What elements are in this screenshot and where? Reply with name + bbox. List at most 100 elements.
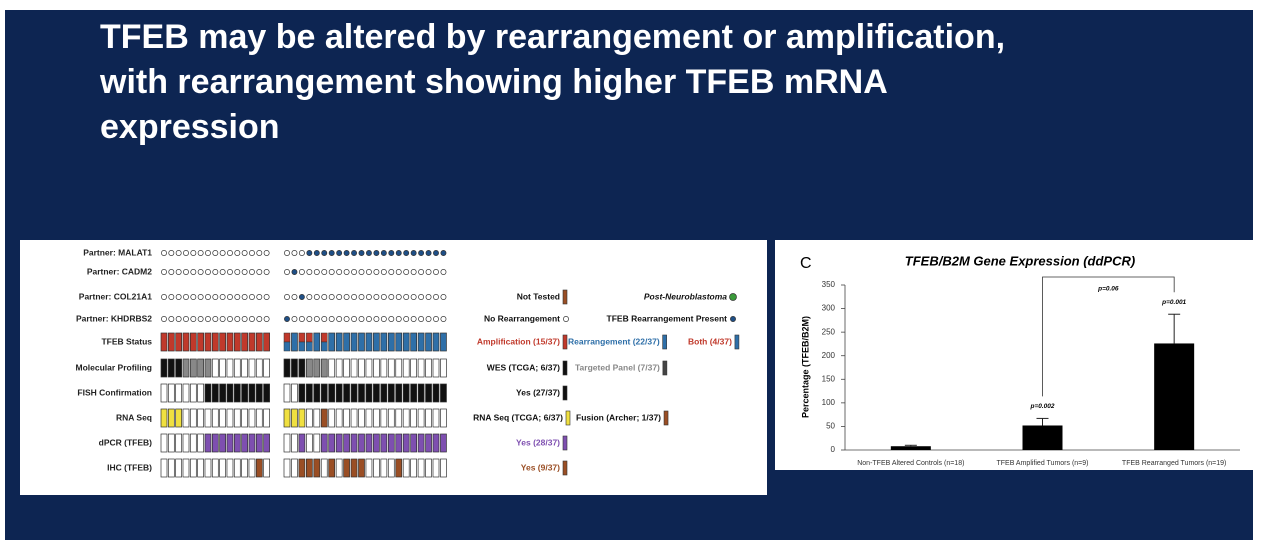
status-cell [167, 358, 175, 378]
status-cell [425, 458, 432, 478]
status-dot [306, 294, 313, 300]
status-dot [183, 269, 189, 275]
status-cell [328, 433, 336, 453]
status-cell [219, 458, 226, 478]
status-dot [183, 250, 189, 256]
status-dot [227, 269, 233, 275]
status-dot [234, 269, 241, 275]
status-dot [183, 316, 189, 322]
status-dot [425, 316, 432, 322]
status-cell [306, 458, 313, 478]
status-cell [167, 458, 175, 478]
status-cell [182, 458, 190, 478]
status-cell [160, 458, 168, 478]
status-cell [248, 433, 256, 453]
status-dot [418, 269, 425, 275]
status-dot [298, 294, 305, 300]
status-dot [410, 250, 417, 256]
status-dot [227, 250, 233, 256]
status-dot [241, 269, 248, 275]
status-cell [380, 358, 388, 378]
status-cell [233, 458, 241, 478]
status-dot [410, 316, 417, 322]
status-cell [248, 408, 256, 428]
annotation: p=0.001 [1161, 299, 1186, 306]
status-dot [388, 269, 395, 275]
status-dot [313, 250, 320, 256]
status-cell [350, 408, 358, 428]
status-cell [283, 408, 291, 428]
status-cell [241, 408, 248, 428]
status-cell [233, 332, 241, 352]
status-dot [212, 316, 219, 322]
status-cell [373, 332, 380, 352]
status-cell [226, 408, 234, 428]
status-cell [219, 383, 226, 403]
status-cell [197, 332, 204, 352]
status-dot [425, 269, 432, 275]
status-dot [263, 269, 270, 275]
status-cell [306, 383, 313, 403]
status-cell [283, 433, 291, 453]
status-dot [433, 316, 439, 322]
legend-text: Fusion (Archer; 1/37) [576, 412, 661, 422]
status-cell [204, 383, 212, 403]
status-dot [380, 269, 387, 275]
status-dot [284, 294, 290, 300]
legend-text: Yes (9/37) [521, 462, 560, 472]
status-dot [351, 269, 357, 275]
status-dot [336, 294, 343, 300]
status-dot [298, 269, 305, 275]
status-cell [167, 433, 175, 453]
status-dot [284, 269, 290, 275]
status-cell [160, 408, 168, 428]
status-dot [351, 316, 357, 322]
status-cell [255, 358, 263, 378]
status-dot [366, 250, 372, 256]
status-cell [387, 332, 395, 352]
status-dot [343, 250, 350, 256]
status-cell [380, 408, 388, 428]
status-dot [234, 250, 241, 256]
status-dot [291, 250, 298, 256]
status-cell [189, 332, 197, 352]
status-dot [205, 294, 211, 300]
status-cell [204, 358, 212, 378]
status-cell [160, 358, 168, 378]
status-dot [175, 294, 182, 300]
status-cell [410, 332, 417, 352]
status-cell [402, 433, 410, 453]
status-dot [219, 294, 226, 300]
status-cell [197, 458, 204, 478]
status-dot [351, 250, 357, 256]
status-cell [248, 358, 256, 378]
status-cell [432, 458, 440, 478]
error-bar [1036, 417, 1049, 426]
status-cell [410, 408, 417, 428]
status-cell [395, 433, 403, 453]
status-dot [440, 250, 447, 256]
status-dot [298, 316, 305, 322]
significance-bracket [1042, 276, 1175, 397]
status-dot [291, 316, 298, 322]
status-cell [175, 358, 183, 378]
status-cell [365, 433, 373, 453]
status-cell [306, 433, 313, 453]
status-dot [263, 316, 270, 322]
status-dot [328, 250, 335, 256]
status-cell [263, 408, 270, 428]
status-dot [440, 269, 447, 275]
status-dot [284, 316, 290, 322]
status-cell [425, 332, 432, 352]
status-dot [440, 316, 447, 322]
status-cell [425, 408, 432, 428]
status-cell [197, 383, 204, 403]
status-cell [335, 458, 343, 478]
status-cell [313, 408, 321, 428]
status-dot [306, 316, 313, 322]
status-cell [167, 408, 175, 428]
status-cell [358, 358, 365, 378]
legend-swatch [562, 460, 568, 476]
status-cell [410, 433, 417, 453]
